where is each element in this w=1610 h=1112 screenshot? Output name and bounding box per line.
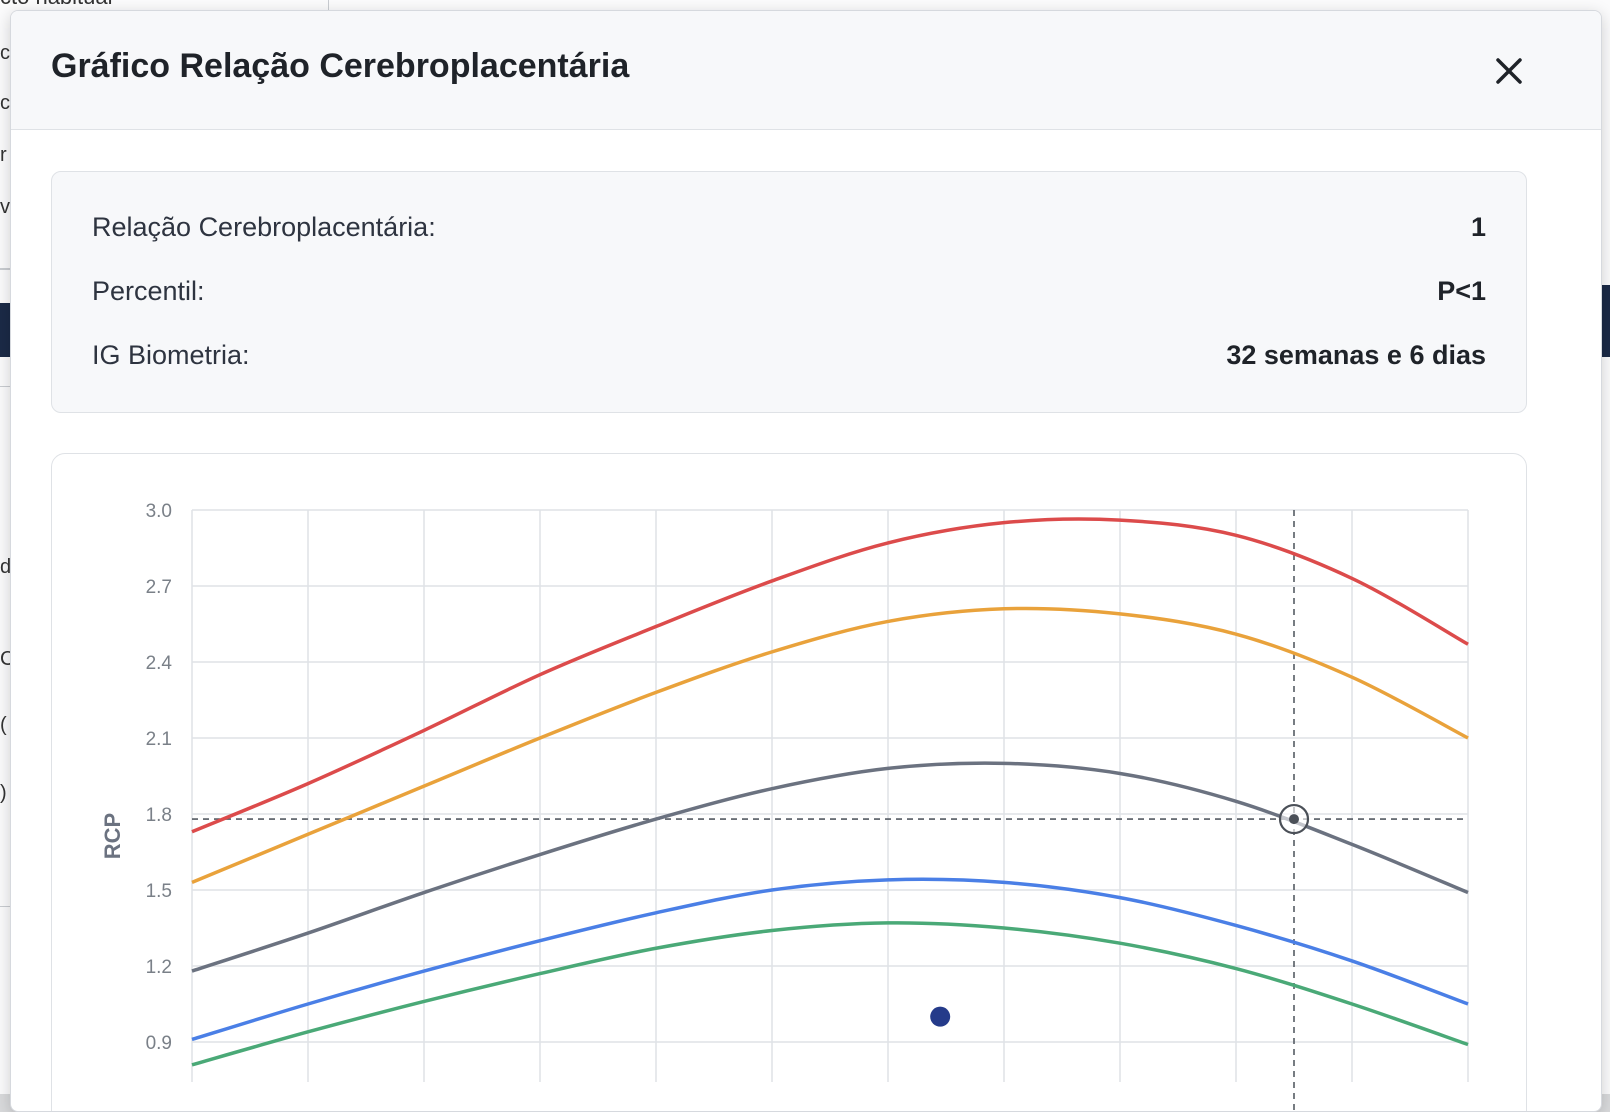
summary-label: IG Biometria:	[92, 340, 250, 370]
background-nav-block	[0, 303, 10, 357]
series-line-2	[191, 761, 1469, 973]
summary-card: Relação Cerebroplacentária: 1 Percentil:…	[51, 171, 1527, 413]
crosshair-marker-dot	[1289, 814, 1299, 825]
series-line-1	[191, 606, 1469, 885]
summary-label: Relação Cerebroplacentária:	[92, 212, 436, 242]
y-tick-label: 0.9	[146, 1033, 172, 1054]
summary-row-rcp: Relação Cerebroplacentária: 1	[92, 212, 1486, 252]
summary-value: 32 semanas e 6 dias	[1226, 340, 1486, 370]
y-tick-label: 2.7	[146, 577, 172, 598]
background-divider	[0, 906, 10, 907]
modal-header: Gráfico Relação Cerebroplacentária	[11, 11, 1601, 130]
modal-title: Gráfico Relação Cerebroplacentária	[51, 47, 630, 85]
background-text: r	[0, 144, 7, 166]
y-tick-label: 1.2	[146, 957, 172, 978]
chart-card: 3.0 2.7 2.4 2.1 1.8 1.5 1.2 0.9 RCP	[51, 453, 1527, 1112]
close-button[interactable]	[1489, 51, 1529, 91]
patient-data-point	[930, 1006, 951, 1027]
y-tick-label: 3.0	[146, 501, 172, 522]
background-divider	[328, 0, 329, 10]
background-divider	[0, 386, 10, 387]
background-text: )	[0, 782, 7, 804]
summary-row-ig-biometria: IG Biometria: 32 semanas e 6 dias	[92, 340, 1486, 380]
series-line-0	[191, 517, 1469, 834]
chart-modal: Gráfico Relação Cerebroplacentária Relaç…	[10, 10, 1602, 1112]
background-divider	[0, 268, 10, 270]
background-text: (	[0, 714, 7, 736]
y-tick-label: 2.1	[146, 729, 172, 750]
summary-value: 1	[1470, 212, 1486, 242]
background-text: c	[0, 42, 10, 64]
y-axis-title: RCP	[100, 813, 125, 859]
summary-row-percentil: Percentil: P<1	[92, 276, 1486, 316]
background-text: v	[0, 196, 10, 218]
background-text: cto habitual	[0, 0, 113, 10]
y-tick-label: 2.4	[146, 653, 173, 674]
summary-label: Percentil:	[92, 276, 205, 306]
y-tick-label: 1.8	[146, 805, 172, 826]
series-line-3	[191, 877, 1469, 1042]
background-text: d	[0, 556, 12, 578]
rcp-chart[interactable]: 3.0 2.7 2.4 2.1 1.8 1.5 1.2 0.9 RCP	[52, 454, 1526, 1112]
series-line-4	[191, 921, 1469, 1067]
close-icon	[1496, 58, 1522, 84]
summary-value: P<1	[1437, 276, 1486, 306]
y-tick-label: 1.5	[146, 881, 172, 902]
